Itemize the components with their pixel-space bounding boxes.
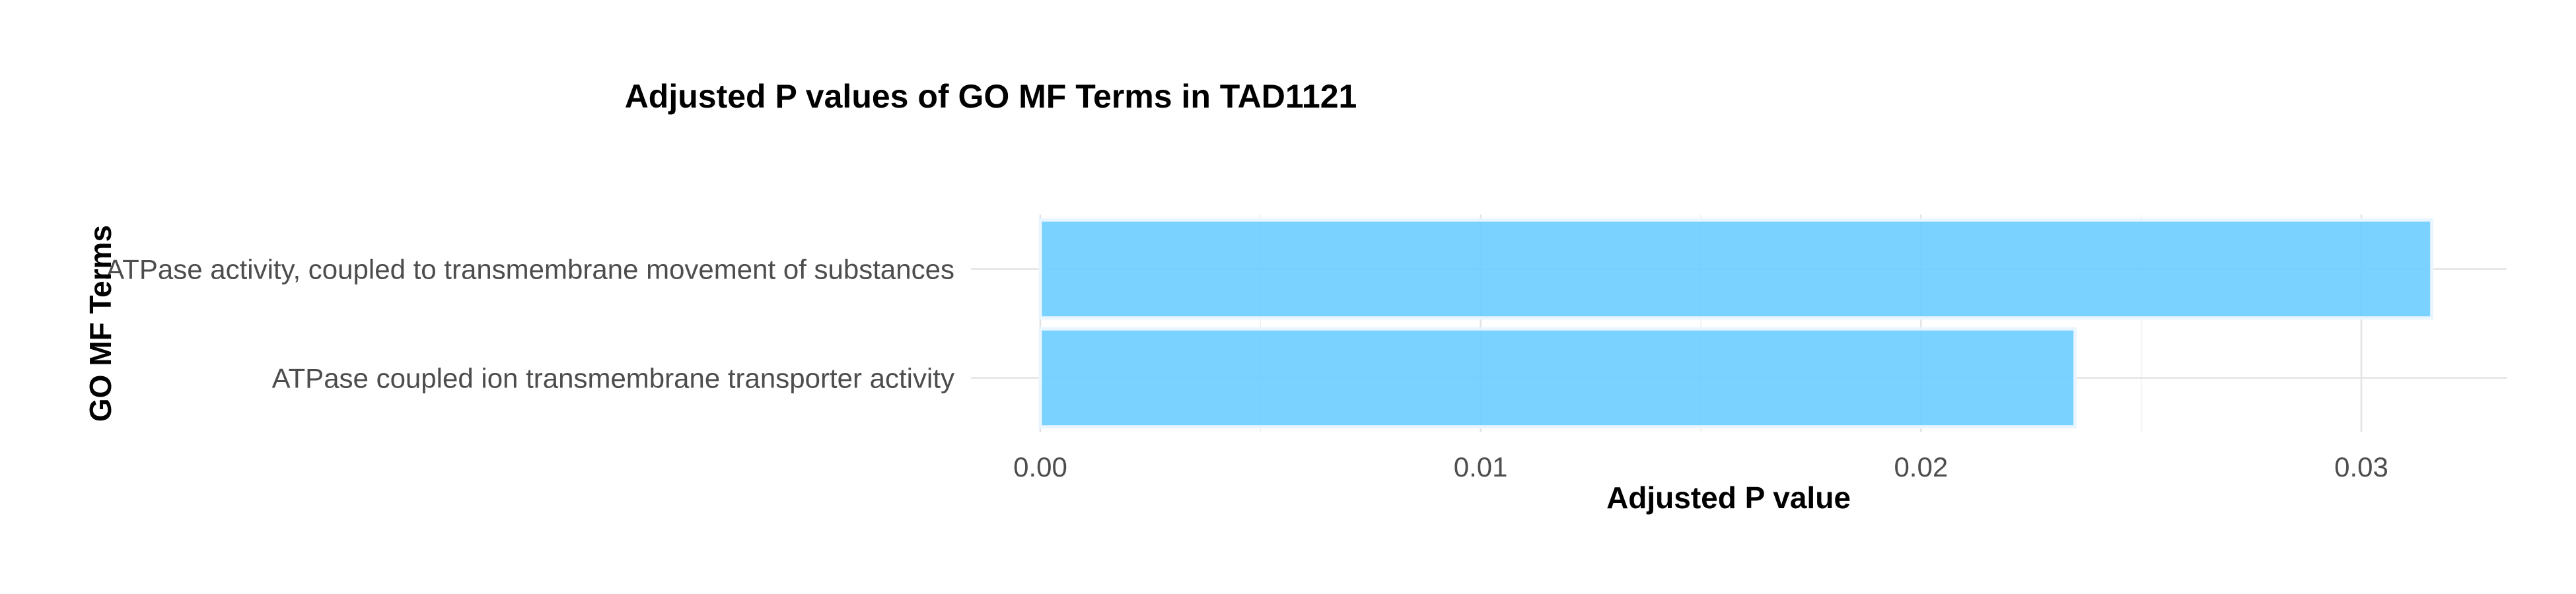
chart-title: Adjusted P values of GO MF Terms in TAD1… [625, 78, 1357, 115]
x-tick-label: 0.02 [1894, 451, 1948, 482]
x-axis-title: Adjusted P value [1606, 480, 1851, 515]
y-axis-title: GO MF Terms [83, 225, 118, 422]
y-tick-label: ATPase activity, coupled to transmembran… [106, 254, 954, 285]
bar-2 [1038, 327, 2077, 429]
x-tick-label: 0.03 [2334, 451, 2388, 482]
y-tick-label: ATPase coupled ion transmembrane transpo… [272, 363, 954, 394]
plot-area: ATPase activity, coupled to transmembran… [106, 214, 2507, 482]
x-tick-label: 0.00 [1013, 451, 1067, 482]
bar-1 [1038, 218, 2434, 320]
x-tick-label: 0.01 [1454, 451, 1508, 482]
